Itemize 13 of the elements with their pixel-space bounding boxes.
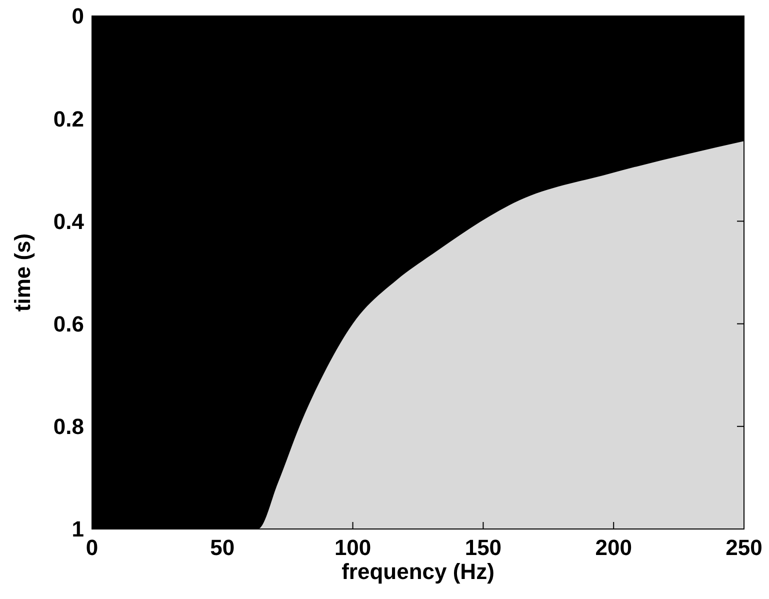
x-axis-title: frequency (Hz) xyxy=(342,559,494,584)
x-tick-label: 100 xyxy=(334,535,372,560)
x-tick-label: 150 xyxy=(464,535,502,560)
y-tick-label: 0.2 xyxy=(53,106,84,132)
y-tick-label: 0.6 xyxy=(53,312,84,336)
y-tick-label: 1 xyxy=(72,516,84,542)
x-tick-label: 200 xyxy=(595,535,632,560)
x-tick-label: 250 xyxy=(726,535,762,560)
x-tick-label: 50 xyxy=(210,535,235,560)
y-tick-label: 0.4 xyxy=(53,208,85,234)
y-tick-label: 0.8 xyxy=(53,414,84,440)
y-axis-title: time (s) xyxy=(10,233,35,312)
y-tick-label: 0 xyxy=(72,4,84,29)
